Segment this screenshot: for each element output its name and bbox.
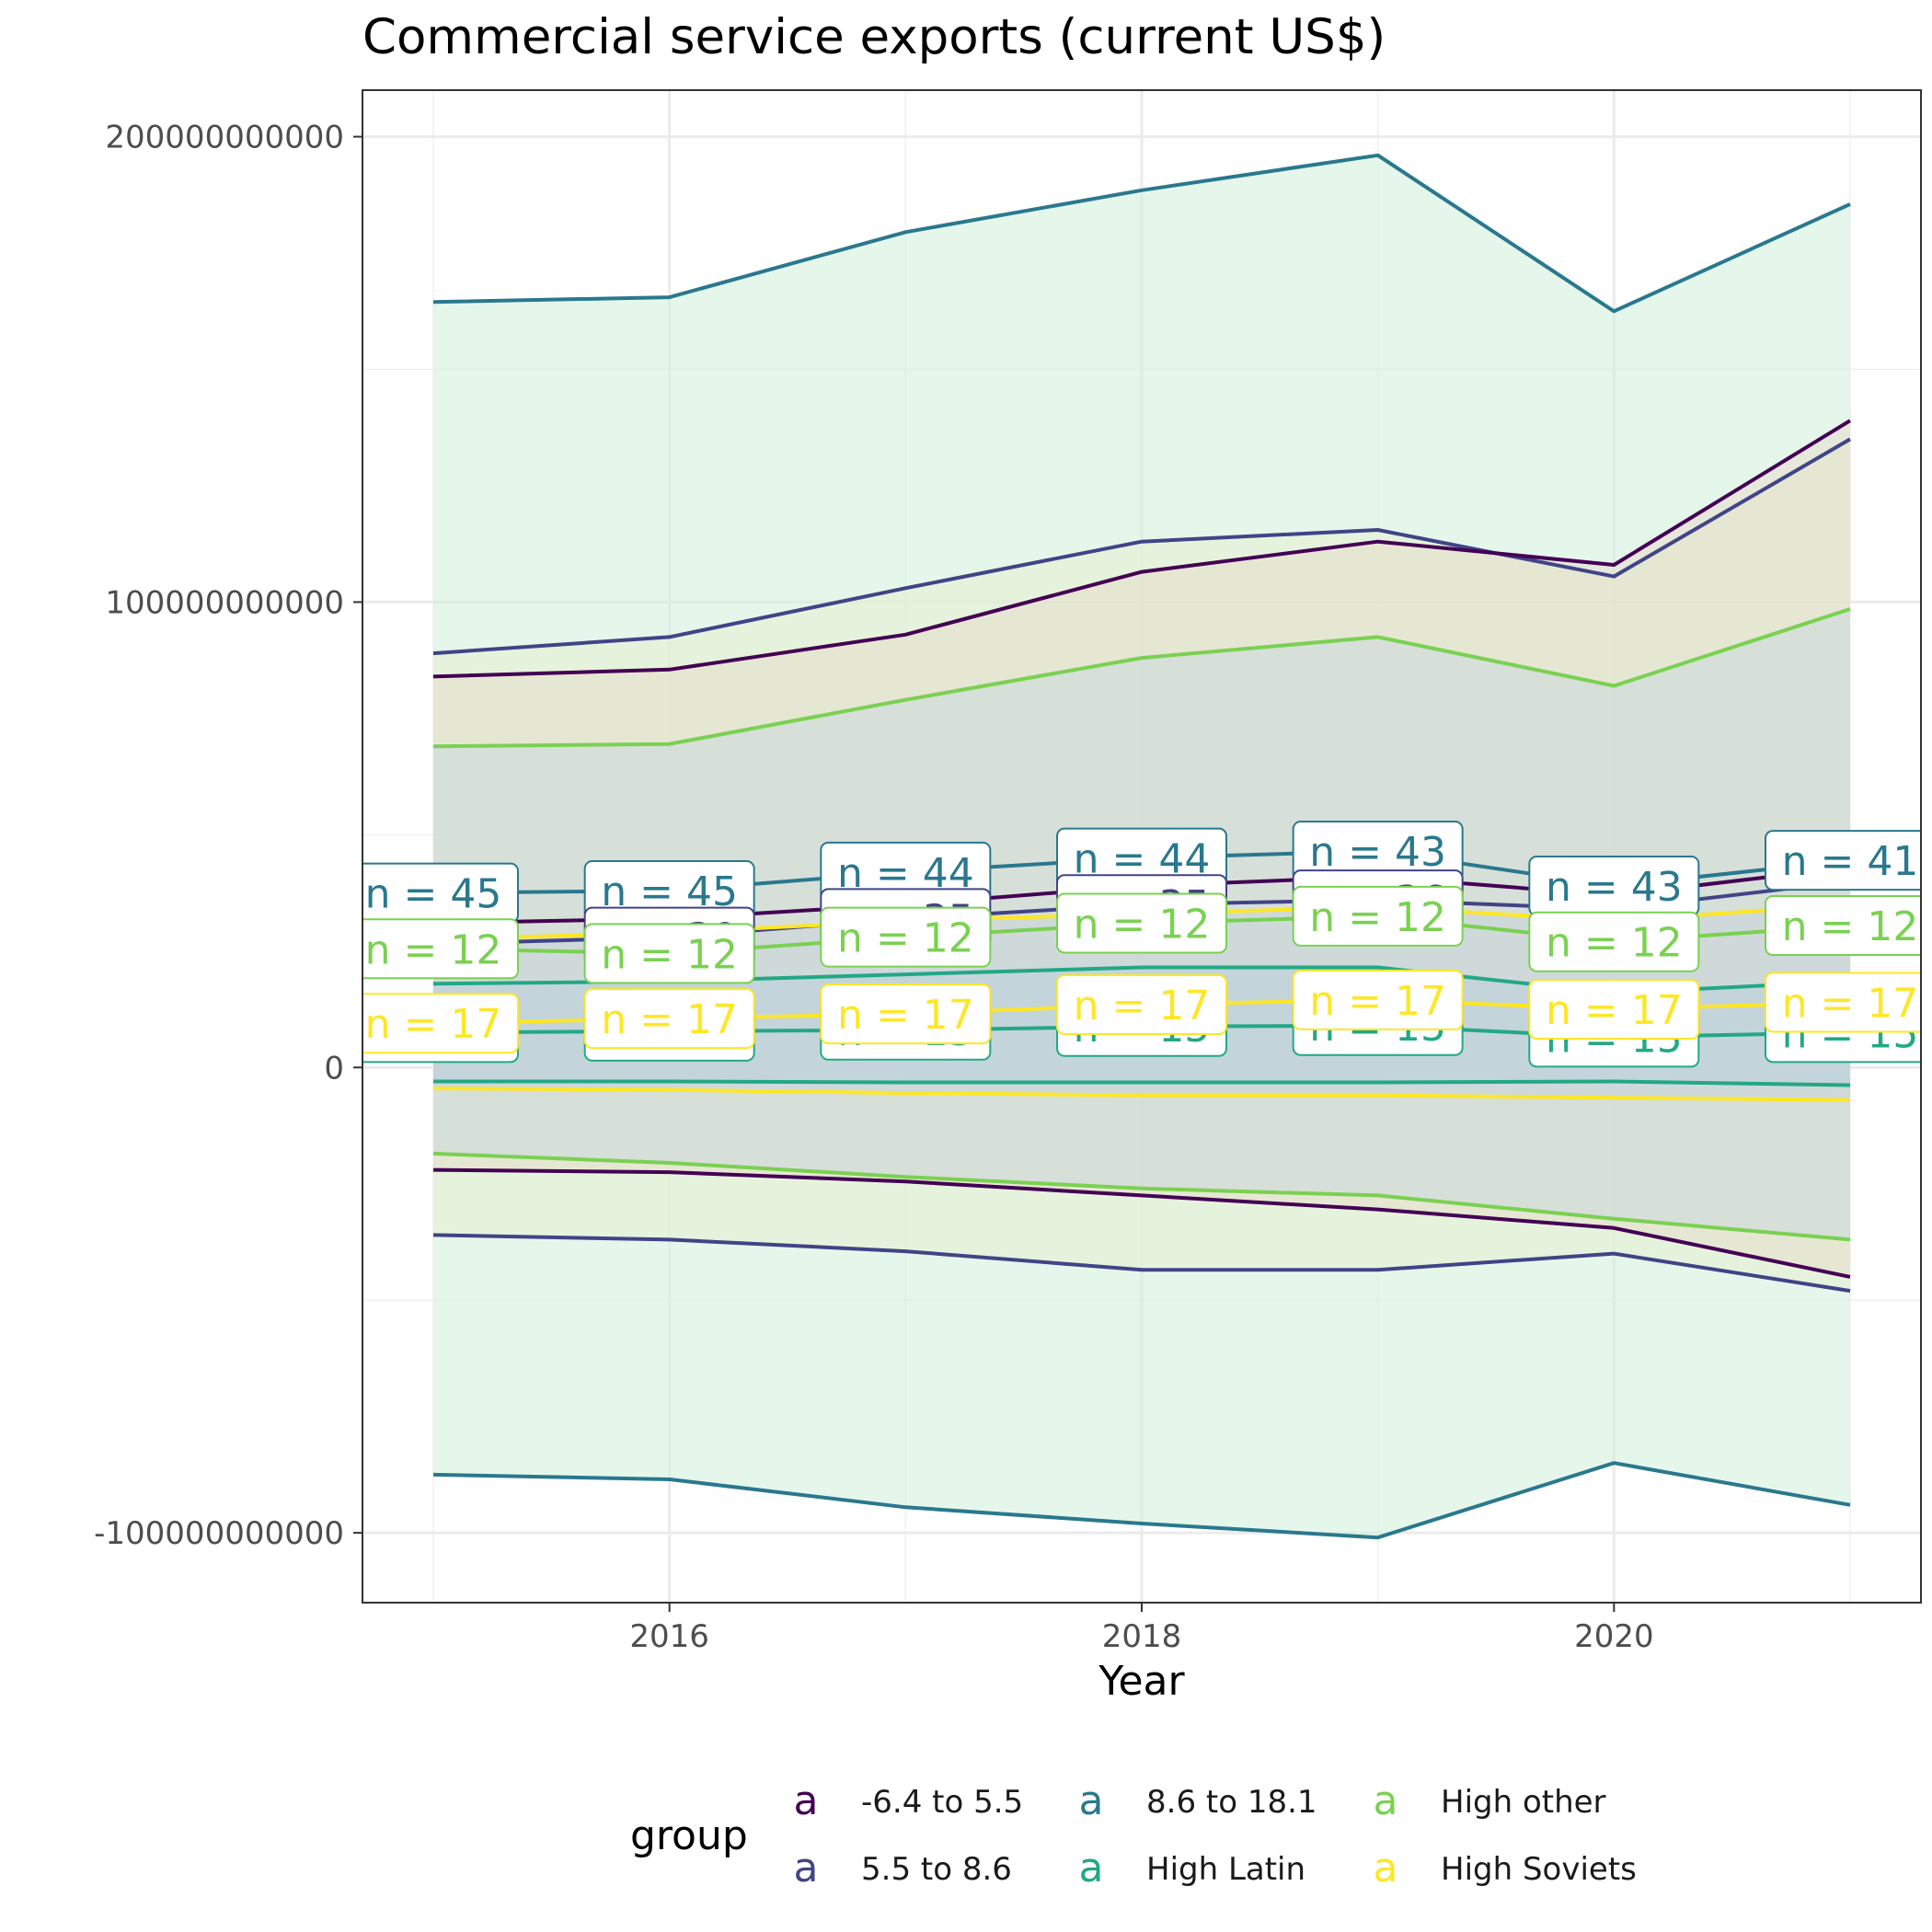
n-label: n = 43	[1528, 855, 1700, 916]
n-label-box	[362, 918, 519, 980]
n-label: n = 12	[583, 923, 755, 984]
n-label-box	[583, 988, 755, 1050]
n-label-text: n = 17	[1546, 987, 1683, 1034]
n-label-text: n = 41	[1782, 838, 1919, 885]
legend-label: 8.6 to 18.1	[1146, 1784, 1317, 1821]
n-label-box	[1765, 972, 1921, 1033]
n-label-box	[1056, 892, 1227, 954]
x-axis-title: Year	[1098, 1658, 1185, 1705]
series-line-upper-2	[432, 419, 1852, 679]
n-label-text: n = 17	[1782, 980, 1919, 1027]
chart-title: Commercial service exports (current US$)	[362, 9, 1386, 65]
n-label: n = 17	[1292, 969, 1464, 1030]
n-label: n = 43	[1292, 821, 1464, 882]
n-label: n = 45	[362, 862, 519, 924]
legend-label: High Latin	[1146, 1851, 1305, 1888]
series-line-upper-1	[432, 437, 1852, 656]
x-tick-label: 2016	[629, 1618, 709, 1655]
series-line-lower-1	[432, 1233, 1851, 1294]
n-label-box	[820, 906, 992, 968]
legend-label: High Soviets	[1441, 1851, 1637, 1888]
series-line-lower-0	[432, 1461, 1851, 1540]
y-tick-label: 0	[324, 1050, 344, 1087]
n-label: n = 12	[362, 918, 519, 980]
n-label-text: n = 12	[1074, 901, 1211, 948]
n-label: n = 17	[583, 988, 755, 1050]
series-line-lower-2	[432, 1167, 1851, 1279]
n-label-box	[820, 983, 992, 1045]
n-label: n = 41	[1765, 830, 1921, 891]
n-label-text: n = 17	[837, 992, 974, 1039]
n-label-box	[1765, 830, 1921, 891]
n-label-text: n = 12	[365, 926, 502, 973]
n-label-box	[1292, 969, 1464, 1030]
x-tick-label: 2020	[1574, 1618, 1654, 1655]
x-tick-label: 2018	[1102, 1618, 1182, 1655]
n-label: n = 12	[1528, 911, 1700, 972]
n-label-text: n = 12	[601, 931, 738, 978]
n-label-box	[1528, 911, 1700, 972]
n-label-text: n = 45	[365, 871, 502, 918]
series-line-upper-0	[432, 153, 1851, 314]
series-line-upper-3	[432, 607, 1851, 749]
legend-key-glyph: a	[1079, 1845, 1104, 1892]
n-label-box	[1528, 979, 1700, 1041]
n-label-box	[1056, 973, 1227, 1035]
n-label-text: n = 17	[1074, 983, 1211, 1029]
y-tick-label: -100000000000	[94, 1515, 344, 1552]
legend-key-glyph: a	[794, 1777, 819, 1824]
legend-label: High other	[1441, 1784, 1606, 1821]
legend-label: 5.5 to 8.6	[861, 1851, 1012, 1888]
n-label-text: n = 43	[1309, 829, 1446, 876]
label-layer: n = 45 n = 45 n = 44 n = 44 n = 43n = 43n = …	[362, 821, 1921, 1068]
legend-key-glyph: a	[1374, 1845, 1398, 1892]
legend-key-glyph: a	[1374, 1777, 1398, 1824]
n-label-text: n = 17	[365, 1001, 502, 1048]
n-label-box	[583, 923, 755, 984]
n-label-text: n = 43	[1546, 864, 1683, 911]
series-line-lower-5	[432, 1087, 1851, 1102]
n-label: n = 17	[820, 983, 992, 1045]
n-label-box	[362, 993, 519, 1054]
n-label: n = 12	[1056, 892, 1227, 954]
n-label: n = 12	[1765, 894, 1921, 956]
legend-key-glyph: a	[1079, 1777, 1104, 1824]
n-label: n = 17	[1528, 979, 1700, 1041]
n-label-text: n = 12	[1782, 903, 1919, 950]
n-label-text: n = 17	[1309, 978, 1446, 1025]
n-label: n = 17	[1056, 973, 1227, 1035]
n-label-box	[1292, 885, 1464, 947]
y-tick-label: 100000000000	[105, 584, 344, 621]
n-label: n = 12	[820, 906, 992, 968]
n-label-text: n = 17	[601, 996, 738, 1043]
n-label-box	[1765, 894, 1921, 956]
legend-key-glyph: a	[794, 1845, 819, 1892]
series-line-lower-3	[432, 1151, 1851, 1242]
n-label: n = 17	[1765, 972, 1921, 1033]
y-tick-label: 200000000000	[105, 120, 344, 156]
n-label-text: n = 12	[1309, 894, 1446, 941]
legend-title: group	[630, 1812, 748, 1859]
n-label: n = 12	[1292, 885, 1464, 947]
axis-layer: 200000000000 100000000000 0 -100000000000 20…	[94, 120, 1653, 1655]
series-line-lower-4	[433, 1079, 1851, 1087]
n-label-text: n = 12	[837, 915, 974, 962]
n-label-text: n = 12	[1546, 920, 1683, 967]
legend-label: -6.4 to 5.5	[861, 1784, 1023, 1821]
n-label: n = 17	[362, 993, 519, 1054]
